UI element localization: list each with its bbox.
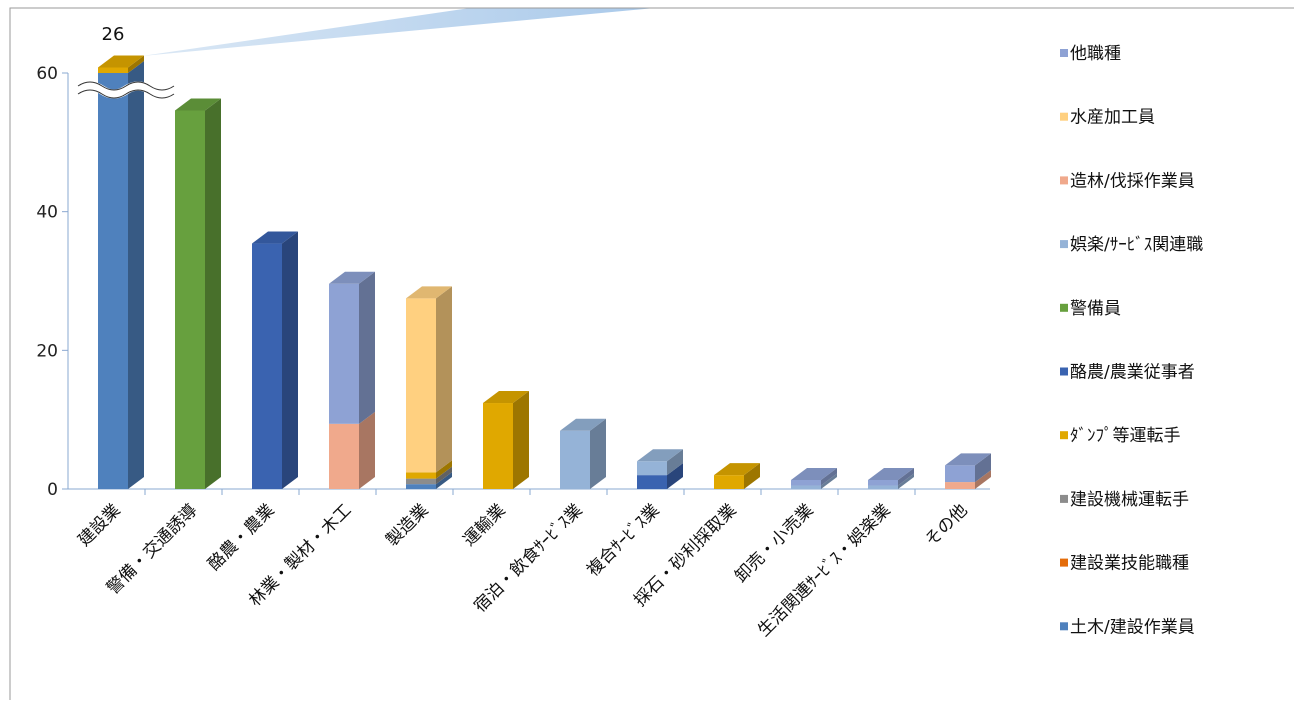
bar-segment	[329, 411, 375, 489]
legend-item: 土木/建設作業員	[1060, 617, 1195, 637]
bar-segment	[406, 466, 452, 485]
legend-item: 建設機械運転手	[1060, 490, 1189, 510]
legend-label: 警備員	[1070, 299, 1121, 319]
chart-frame	[9, 7, 1294, 700]
x-category-label: 複合ｻｰﾋﾞｽ業	[583, 500, 663, 580]
legend-item: 建設業技能職種	[1060, 554, 1189, 574]
chart-border	[9, 7, 1294, 700]
bar-segment	[791, 467, 837, 486]
legend-item: 他職種	[1060, 44, 1121, 64]
bar-segment	[175, 98, 221, 489]
axis-break-line	[77, 89, 175, 99]
axis-break-label: 26	[102, 24, 125, 45]
legend-item: 酪農/農業従事者	[1060, 363, 1195, 383]
bar-segment	[945, 470, 991, 489]
bar-segment	[945, 453, 991, 483]
x-category-label: 製造業	[382, 500, 432, 550]
legend-label: 土木/建設作業員	[1070, 617, 1195, 637]
legend-label: 建設機械運転手	[1070, 490, 1189, 510]
callout-wedge	[142, 8, 655, 56]
axis-break-line	[77, 81, 175, 91]
bar-segment	[406, 472, 452, 489]
legend-label: 他職種	[1070, 44, 1121, 64]
y-tick-label: 60	[36, 64, 58, 84]
y-tick-label: 40	[36, 203, 58, 223]
legend-swatch	[1060, 558, 1068, 567]
bar-segment	[637, 449, 683, 476]
x-category-label: 運輸業	[459, 500, 509, 550]
legend-item: ﾀﾞﾝﾌﾟ等運転手	[1060, 426, 1181, 446]
bar-segment	[868, 473, 914, 489]
bar-segment	[252, 231, 298, 489]
bar-segment	[406, 460, 452, 479]
legend-item: 警備員	[1060, 299, 1121, 319]
bar-segment	[483, 391, 529, 489]
x-category-label: 酪農・農業	[204, 500, 278, 574]
legend-label: 水産加工員	[1070, 108, 1155, 128]
x-category-label: 生活関連ｻｰﾋﾞｽ・娯楽業	[754, 500, 894, 640]
x-category-label: その他	[921, 500, 971, 550]
legend-swatch	[1060, 303, 1068, 312]
bar-segment	[98, 61, 144, 489]
legend-label: 酪農/農業従事者	[1070, 363, 1195, 383]
legend-swatch	[1060, 431, 1068, 440]
bar-segment	[560, 418, 606, 489]
legend-swatch	[1060, 494, 1068, 503]
x-category-label: 卸売・小売業	[731, 500, 817, 586]
legend-label: 建設業技能職種	[1070, 554, 1189, 574]
legend-swatch	[1060, 176, 1068, 185]
legend-swatch	[1060, 622, 1068, 631]
bar-segment	[98, 55, 144, 73]
legend-label: ﾀﾞﾝﾌﾟ等運転手	[1070, 426, 1181, 446]
bar-segment	[406, 286, 452, 473]
legend-swatch	[1060, 49, 1068, 57]
legend-label: 造林/伐採作業員	[1070, 171, 1195, 191]
bar-segment	[637, 463, 683, 489]
bars: 26	[75, 24, 991, 489]
bar-segment	[868, 467, 914, 486]
y-axis: 0 20 40 60	[36, 64, 69, 500]
legend-item: 造林/伐採作業員	[1060, 171, 1195, 191]
bar-segment	[791, 473, 837, 489]
axis-break-band	[75, 81, 177, 99]
bar-segment	[329, 271, 375, 424]
y-tick-label: 0	[47, 480, 58, 500]
bar-segment	[714, 463, 760, 489]
legend-swatch	[1060, 240, 1068, 249]
legend-swatch	[1060, 367, 1068, 376]
axis-break-callout	[142, 8, 655, 56]
x-category-label: 建設業	[74, 500, 124, 550]
legend-item: 娯楽/ｻｰﾋﾞｽ関連職	[1060, 235, 1203, 255]
legend-label: 娯楽/ｻｰﾋﾞｽ関連職	[1070, 235, 1203, 255]
legend-swatch	[1060, 112, 1068, 121]
legend-item: 水産加工員	[1060, 108, 1155, 128]
y-tick-label: 20	[36, 341, 58, 361]
